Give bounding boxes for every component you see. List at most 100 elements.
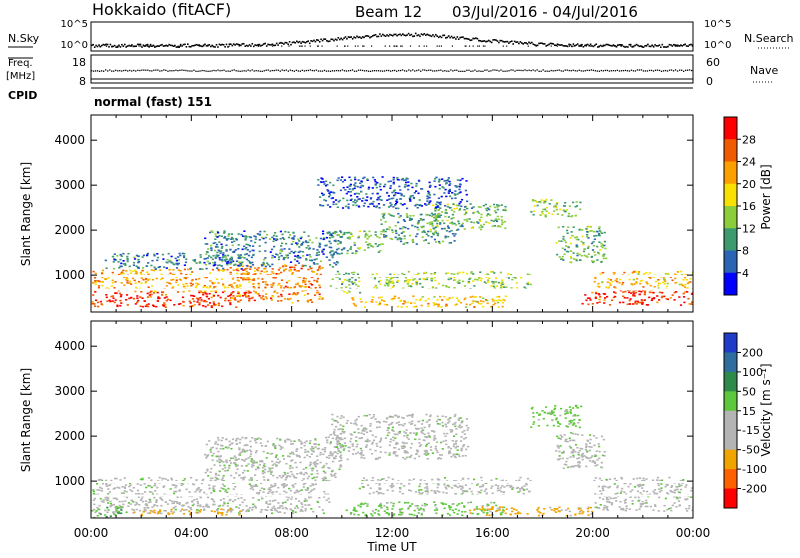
nsky-tick-bottom: 10^0 [61, 40, 88, 51]
nsky-point [97, 46, 99, 48]
power-cell [354, 202, 356, 204]
power-cell [493, 204, 495, 206]
power-cell [264, 257, 266, 259]
power-cell [372, 193, 374, 195]
power-cell [211, 297, 213, 299]
power-cell [677, 271, 679, 273]
velocity-cell [126, 497, 128, 499]
power-cell [339, 278, 341, 280]
power-cell [119, 305, 121, 307]
power-cell [151, 285, 153, 287]
power-cell [262, 262, 264, 264]
power-cell [637, 302, 639, 304]
nsky-point [654, 44, 656, 46]
power-cell [147, 296, 149, 298]
power-cell [468, 278, 470, 280]
velocity-cell [124, 477, 126, 479]
nsearch-point [147, 46, 148, 47]
power-cell [204, 238, 206, 240]
velocity-cell [124, 490, 126, 492]
nsky-point [401, 35, 403, 37]
power-cell [297, 239, 299, 241]
velocity-cell [250, 453, 252, 455]
power-cell [430, 273, 432, 275]
power-cell [224, 300, 226, 302]
velocity-cell [199, 504, 201, 506]
velocity-cell [384, 510, 386, 512]
power-cell [285, 243, 287, 245]
velocity-cell [282, 475, 284, 477]
power-cell [106, 300, 108, 302]
nsky-point [445, 37, 447, 39]
power-cell [209, 272, 211, 274]
nave-point [380, 70, 381, 71]
velocity-cell [282, 455, 284, 457]
nave-point [549, 71, 550, 72]
power-cell [409, 219, 411, 221]
nsearch-point [362, 46, 363, 47]
power-cell [432, 233, 434, 235]
nave-point [330, 71, 331, 72]
nave-point [641, 69, 642, 70]
velocity-cell [266, 509, 268, 511]
nsky-point [444, 35, 446, 37]
power-cell [588, 246, 590, 248]
power-cell [154, 255, 156, 257]
power-cell [393, 215, 395, 217]
power-cell [357, 286, 359, 288]
velocity-cell [245, 458, 247, 460]
power-colorbar-swatch [724, 162, 737, 185]
power-cell [486, 215, 488, 217]
velocity-cell [173, 491, 175, 493]
power-cell [286, 256, 288, 258]
velocity-cell [242, 449, 244, 451]
power-cell [319, 266, 321, 268]
velocity-cell [309, 456, 311, 458]
velocity-cell [407, 502, 409, 504]
power-cell [392, 281, 394, 283]
power-cell [470, 221, 472, 223]
power-cell [140, 273, 142, 275]
velocity-cell [263, 451, 265, 453]
power-cell [570, 262, 572, 264]
power-cell [563, 236, 565, 238]
power-cell [372, 187, 374, 189]
power-cell [366, 238, 368, 240]
velocity-cell [458, 503, 460, 505]
velocity-cell [183, 513, 185, 515]
power-cell [252, 250, 254, 252]
power-cell [383, 300, 385, 302]
power-cell [389, 226, 391, 228]
nave-point [366, 70, 367, 71]
velocity-cell [182, 505, 184, 507]
power-cell [642, 286, 644, 288]
velocity-cell [241, 437, 243, 439]
power-cell [353, 184, 355, 186]
power-cell [182, 284, 184, 286]
power-cell [567, 251, 569, 253]
power-cell [413, 197, 415, 199]
power-cell [264, 231, 266, 233]
nave-point [430, 70, 431, 71]
velocity-cell [176, 503, 178, 505]
power-cell [235, 249, 237, 251]
power-cell [147, 293, 149, 295]
power-cell [401, 306, 403, 308]
velocity-cell [222, 509, 224, 511]
power-cell [420, 298, 422, 300]
power-cell [576, 239, 578, 241]
power-cell [332, 257, 334, 259]
power-cell [215, 254, 217, 256]
power-cell [146, 304, 148, 306]
nsky-point [349, 37, 351, 39]
nave-point [288, 71, 289, 72]
velocity-cell [303, 474, 305, 476]
power-cell [242, 266, 244, 268]
velocity-cell [255, 442, 257, 444]
power-cell [305, 240, 307, 242]
nsky-point [105, 44, 107, 46]
power-cell [464, 219, 466, 221]
power-cell [187, 285, 189, 287]
power-cell [146, 254, 148, 256]
velocity-cell [316, 463, 318, 465]
